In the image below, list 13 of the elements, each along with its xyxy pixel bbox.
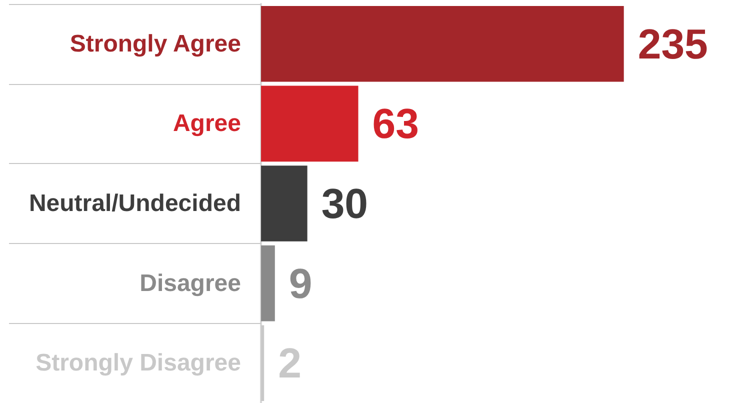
bar (261, 325, 264, 402)
bar (261, 166, 308, 242)
y-tick-label: Strongly Agree (70, 30, 241, 58)
bar (261, 86, 358, 162)
bar (261, 245, 275, 322)
bar (261, 6, 624, 82)
y-tick-label: Agree (172, 110, 241, 138)
y-tick-label: Neutral/Undecided (28, 190, 241, 217)
data-label: 9 (288, 260, 312, 307)
data-label: 63 (372, 100, 419, 148)
data-label: 235 (638, 20, 708, 68)
data-label: 30 (321, 180, 368, 227)
y-tick-label: Disagree (140, 270, 241, 297)
